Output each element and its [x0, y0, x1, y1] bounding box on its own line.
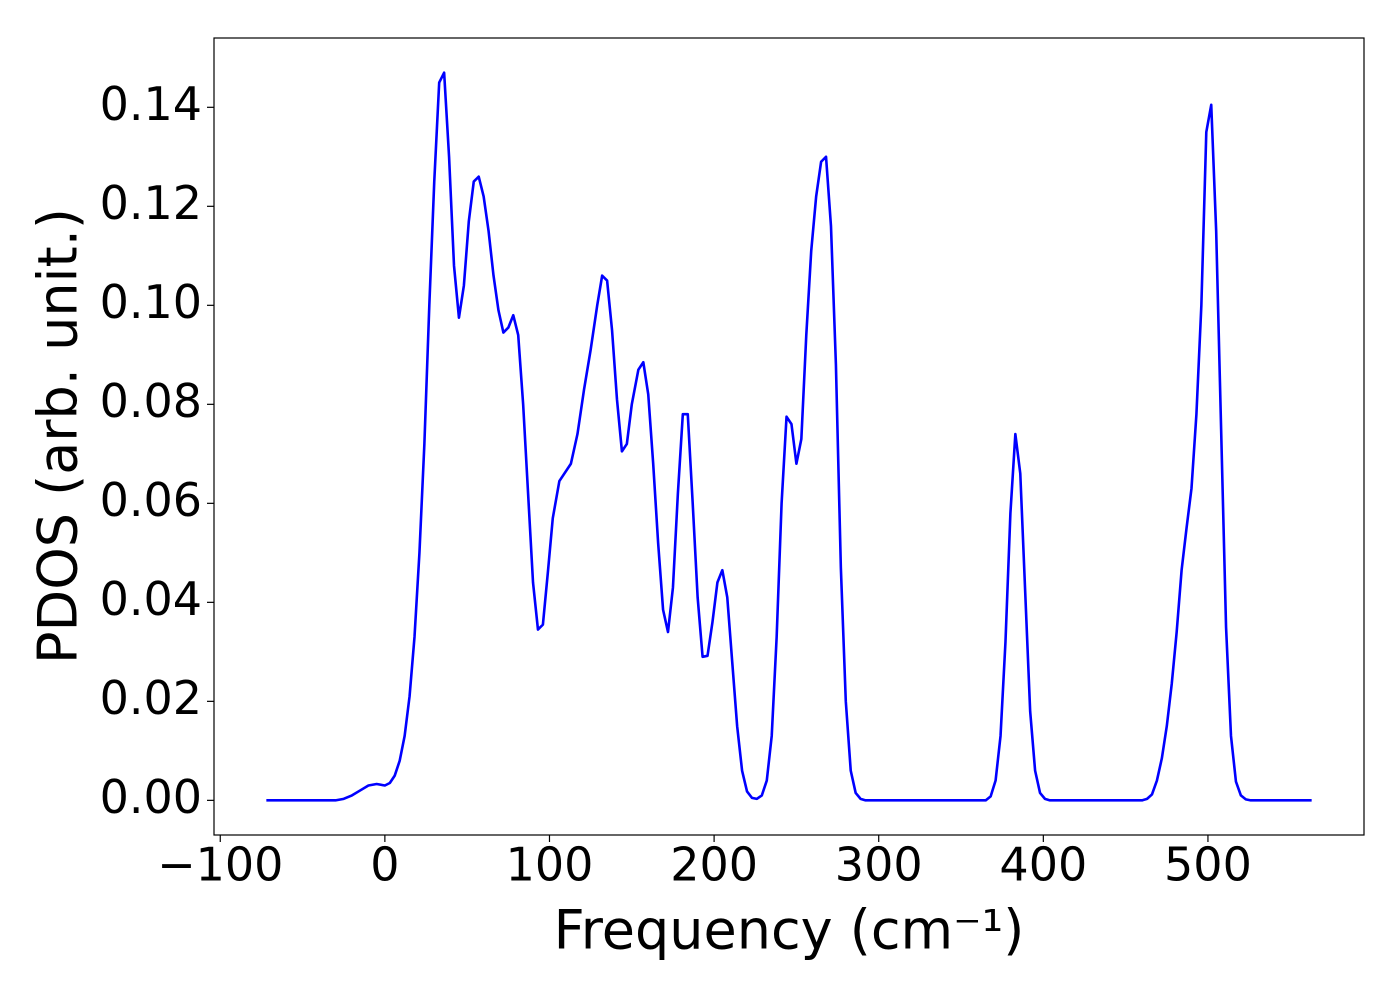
x-tick-label: 300	[835, 838, 923, 892]
plot-frame	[213, 37, 1365, 836]
y-tick-label: 0.10	[100, 275, 202, 329]
x-tick-label: 100	[506, 838, 594, 892]
y-tick-label: 0.06	[100, 473, 202, 527]
y-tick-label: 0.02	[100, 671, 202, 725]
y-tick-label: 0.12	[100, 176, 202, 230]
x-tick-label: −100	[157, 838, 283, 892]
x-tick-label: 400	[999, 838, 1087, 892]
y-axis-label: PDOS (arb. unit.)	[27, 208, 90, 664]
x-tick-label: 0	[370, 838, 399, 892]
y-tick-label: 0.00	[100, 770, 202, 824]
y-tick-label: 0.08	[100, 374, 202, 428]
data-line	[266, 71, 1312, 802]
x-axis-label: Frequency (cm⁻¹)	[554, 899, 1025, 962]
x-tick-label: 200	[670, 838, 758, 892]
x-tick-label: 500	[1164, 838, 1252, 892]
y-tick-label: 0.04	[100, 572, 202, 626]
y-tick-label: 0.14	[100, 77, 202, 131]
